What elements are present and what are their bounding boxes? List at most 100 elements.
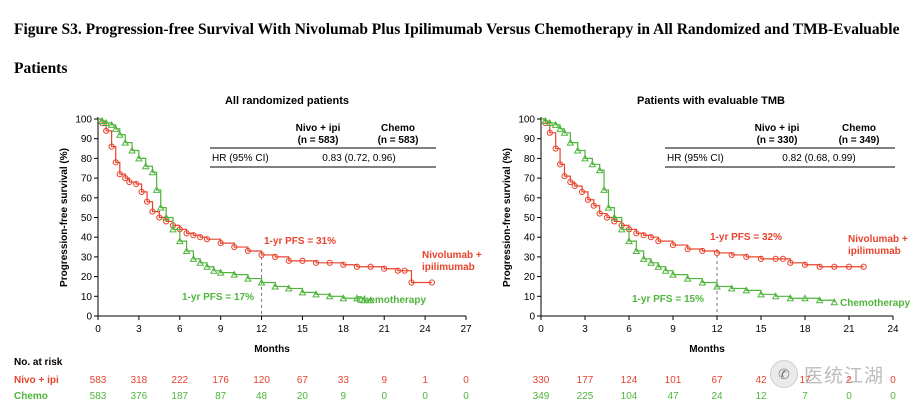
at-risk-nivo-value: 0 xyxy=(463,375,469,386)
censor-mark-triangle xyxy=(610,213,619,221)
censor-mark-triangle xyxy=(566,138,575,146)
x-tick-label: 3 xyxy=(136,324,142,335)
at-risk-chemo-value: 225 xyxy=(577,391,594,402)
censor-mark-circle xyxy=(647,234,655,241)
x-axis-label: Months xyxy=(689,344,725,355)
censor-mark-triangle xyxy=(98,116,106,124)
censor-mark-triangle xyxy=(121,138,130,146)
x-tick-label: 15 xyxy=(297,324,309,335)
censor-mark-triangle xyxy=(257,278,266,286)
at-risk-nivo-value: 33 xyxy=(338,375,350,386)
censor-mark-triangle xyxy=(107,120,116,128)
censor-mark-triangle xyxy=(600,185,608,193)
at-risk-chemo-value: 0 xyxy=(422,391,428,402)
at-risk-nivo-value: 42 xyxy=(755,375,767,386)
at-risk-chemo-value: 104 xyxy=(621,391,638,402)
x-axis-label: Months xyxy=(254,344,290,355)
censor-mark-circle xyxy=(845,263,853,270)
censor-mark-circle xyxy=(143,198,151,205)
at-risk-nivo-value: 583 xyxy=(90,375,107,386)
y-tick-label: 60 xyxy=(524,193,536,204)
y-tick-label: 60 xyxy=(81,193,93,204)
censor-mark-circle xyxy=(190,232,197,239)
y-axis-label: Progression-free survival (%) xyxy=(502,148,513,287)
y-tick-label: 20 xyxy=(81,272,93,283)
censor-mark-circle xyxy=(779,255,787,262)
x-tick-label: 18 xyxy=(799,324,811,335)
censor-mark-triangle xyxy=(581,154,589,162)
censor-mark-circle xyxy=(197,234,204,241)
censor-mark-circle xyxy=(312,259,320,266)
censor-mark-circle xyxy=(556,161,564,168)
censor-mark-circle xyxy=(326,259,333,266)
at-risk-chemo-value: 0 xyxy=(381,391,387,402)
hr-col2-header: Chemo xyxy=(842,123,876,134)
x-tick-label: 21 xyxy=(379,324,391,335)
censor-mark-circle xyxy=(590,202,597,209)
figure-title: Figure S3. Progression-free Survival Wit… xyxy=(14,21,900,77)
censor-mark-circle xyxy=(285,257,292,264)
censor-mark-triangle xyxy=(102,118,111,126)
hr-col2-n: (n = 349) xyxy=(839,135,880,146)
censor-mark-circle xyxy=(367,263,374,270)
censor-mark-circle xyxy=(231,243,238,251)
censor-mark-circle xyxy=(149,208,156,215)
censor-mark-circle xyxy=(258,251,265,259)
censor-mark-circle xyxy=(244,247,252,255)
censor-mark-triangle xyxy=(298,288,307,296)
y-tick-label: 80 xyxy=(81,154,93,165)
censor-mark-circle xyxy=(340,261,347,268)
nivo-ipi-curve xyxy=(541,118,864,268)
at-risk-nivo-value: 67 xyxy=(711,375,723,386)
chemo-1yr-pfs-annotation: 1-yr PFS = 15% xyxy=(632,294,704,305)
censor-mark-circle xyxy=(860,263,867,270)
nivo-series-label: ipilimumab xyxy=(848,246,901,257)
at-risk-chemo-value: 349 xyxy=(533,391,550,402)
x-tick-label: 9 xyxy=(218,324,224,335)
censor-mark-circle xyxy=(546,129,553,136)
censor-mark-triangle xyxy=(312,290,320,298)
censor-mark-circle xyxy=(578,188,586,195)
at-risk-chemo-value: 20 xyxy=(297,391,309,402)
censor-mark-triangle xyxy=(742,286,751,294)
at-risk-nivo-value: 176 xyxy=(212,375,229,386)
censor-mark-circle xyxy=(133,180,140,188)
at-risk-chemo-value: 24 xyxy=(711,391,723,402)
at-risk-chemo-value: 48 xyxy=(256,391,268,402)
censor-mark-circle xyxy=(353,263,361,270)
censor-mark-triangle xyxy=(727,284,736,292)
hr-value: 0.82 (0.68, 0.99) xyxy=(782,153,855,164)
censor-mark-circle xyxy=(567,178,574,186)
at-risk-chemo-value: 12 xyxy=(755,391,767,402)
at-risk-chemo-value: 9 xyxy=(341,391,347,402)
nivo-series-label: ipilimumab xyxy=(422,262,475,273)
censor-mark-circle xyxy=(163,218,170,225)
chemo-curve xyxy=(541,118,835,303)
censor-mark-triangle xyxy=(604,203,613,211)
censor-mark-triangle xyxy=(786,294,795,302)
x-tick-label: 6 xyxy=(626,324,632,335)
at-risk-nivo-value: 101 xyxy=(665,375,682,386)
at-risk-chemo-value: 187 xyxy=(171,391,188,402)
censor-mark-circle xyxy=(561,173,568,180)
chemo-series-label: Chemotherapy xyxy=(840,298,910,309)
x-tick-label: 6 xyxy=(177,324,183,335)
at-risk-row-label-chemo: Chemo xyxy=(14,391,48,402)
censor-mark-triangle xyxy=(189,254,198,262)
at-risk-nivo-value: 330 xyxy=(533,375,550,386)
nivo-1yr-pfs-annotation: 1-yr PFS = 32% xyxy=(710,232,782,243)
at-risk-chemo-value: 583 xyxy=(90,391,107,402)
y-tick-label: 30 xyxy=(524,252,536,263)
censor-mark-triangle xyxy=(625,237,633,245)
y-axis-label: Progression-free survival (%) xyxy=(59,148,70,287)
at-risk-chemo-value: 7 xyxy=(802,391,808,402)
y-tick-label: 100 xyxy=(518,115,535,126)
at-risk-nivo-value: 1 xyxy=(422,375,428,386)
y-tick-label: 30 xyxy=(81,252,93,263)
censor-mark-triangle xyxy=(683,274,692,282)
hr-col1-header: Nivo + ipi xyxy=(755,123,800,134)
x-tick-label: 24 xyxy=(420,324,432,335)
at-risk-chemo-value: 87 xyxy=(215,391,227,402)
censor-mark-circle xyxy=(772,255,779,262)
at-risk-nivo-value: 124 xyxy=(621,375,638,386)
